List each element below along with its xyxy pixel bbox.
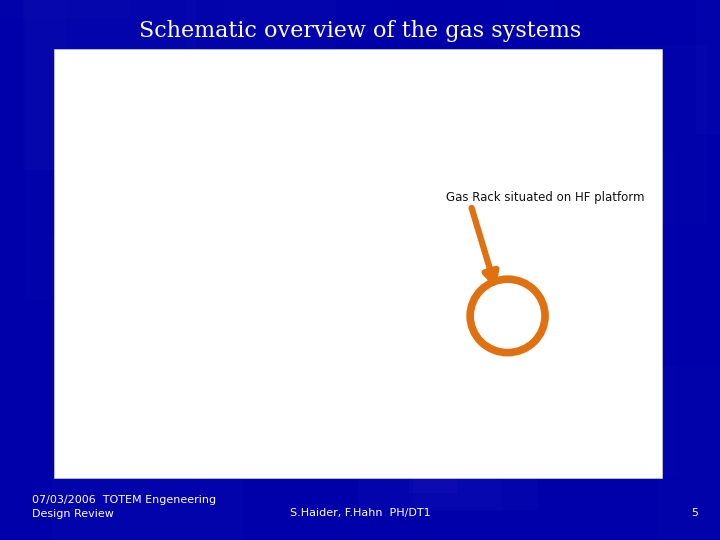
Text: 5: 5 (691, 508, 698, 518)
Text: Design Review: Design Review (32, 509, 114, 519)
FancyBboxPatch shape (54, 49, 662, 478)
FancyBboxPatch shape (413, 250, 501, 511)
Text: 07/03/2006  TOTEM Engeneering: 07/03/2006 TOTEM Engeneering (32, 495, 217, 505)
FancyBboxPatch shape (658, 367, 720, 540)
Text: Schematic overview of the gas systems: Schematic overview of the gas systems (139, 21, 581, 42)
FancyBboxPatch shape (409, 75, 457, 492)
FancyBboxPatch shape (73, 134, 204, 413)
FancyBboxPatch shape (611, 45, 707, 224)
FancyBboxPatch shape (539, 94, 577, 476)
FancyBboxPatch shape (568, 66, 622, 413)
FancyBboxPatch shape (696, 0, 720, 133)
FancyBboxPatch shape (358, 328, 539, 510)
Text: Gas Rack situated on HF platform: Gas Rack situated on HF platform (446, 191, 645, 204)
FancyBboxPatch shape (23, 0, 196, 170)
FancyBboxPatch shape (186, 0, 336, 160)
Text: S.Haider, F.Hahn  PH/DT1: S.Haider, F.Hahn PH/DT1 (289, 508, 431, 518)
FancyBboxPatch shape (52, 235, 243, 540)
